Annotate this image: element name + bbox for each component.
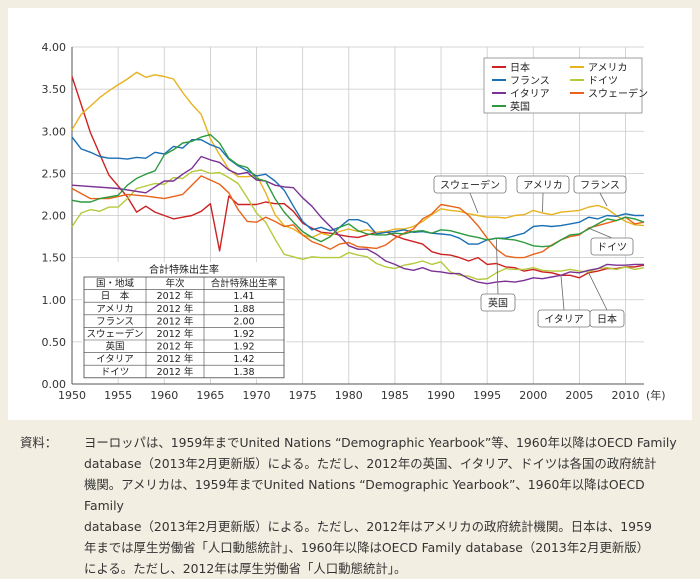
callout-text: アメリカ (523, 180, 563, 192)
table-cell: 2012 年 (157, 328, 194, 340)
x-tick-label: 1995 (473, 389, 501, 402)
table-cell: 2012 年 (157, 290, 194, 302)
callout-label: イタリア (538, 275, 590, 327)
x-tick-label: 1980 (335, 389, 363, 402)
table-header-cell: 国・地域 (96, 278, 135, 290)
source-note-line: database（2013年2月更新版）による。ただし、2012年の英国、イタリ… (84, 453, 680, 474)
x-tick-label: 2000 (519, 389, 547, 402)
table-cell: イタリア (96, 354, 134, 365)
y-tick-label: 2.50 (42, 167, 67, 180)
source-note-label: 資料： (20, 432, 84, 453)
callout-label: アメリカ (517, 176, 569, 212)
callout-text: 英国 (488, 297, 508, 310)
table-header-cell: 年次 (165, 278, 185, 290)
legend-label: ドイツ (588, 76, 618, 87)
table-cell: 2012 年 (157, 341, 194, 353)
table-cell: 1.92 (233, 329, 254, 340)
callout-text: フランス (580, 180, 620, 192)
table-cell: スウェーデン (86, 328, 143, 340)
x-tick-label: 1985 (381, 389, 409, 402)
table-cell: 1.92 (233, 342, 254, 353)
callout-pointer (600, 193, 607, 206)
x-tick-label: 2010 (612, 389, 640, 402)
callout-text: スウェーデン (440, 179, 500, 192)
callout-pointer (470, 193, 478, 213)
callout-text: 日本 (597, 313, 617, 326)
y-tick-label: 1.50 (42, 252, 67, 265)
callout-label: ドイツ (589, 228, 633, 255)
source-note-line: 年までは厚生労働省「人口動態統計」、1960年以降はOECD Family da… (84, 537, 680, 558)
y-tick-label: 3.50 (42, 83, 67, 96)
callout-pointer (589, 273, 607, 310)
x-tick-label: 1965 (196, 389, 224, 402)
table-cell: アメリカ (96, 304, 134, 315)
x-tick-label: 1990 (427, 389, 455, 402)
x-axis-unit: (年) (646, 388, 666, 402)
y-tick-label: 2.00 (42, 210, 67, 223)
x-tick-label: 1975 (289, 389, 317, 402)
y-tick-label: 4.00 (42, 41, 67, 54)
line-chart: 0.000.501.001.502.002.503.003.504.001950… (8, 8, 692, 420)
callout-label: フランス (574, 176, 626, 206)
table-cell: 英国 (105, 341, 124, 353)
legend-label: 日本 (510, 61, 530, 74)
x-tick-label: 1960 (150, 389, 178, 402)
y-tick-label: 1.00 (42, 294, 67, 307)
x-tick-label: 1950 (58, 389, 86, 402)
source-note-line: database（2013年2月更新版）による。ただし、2012年はアメリカの政… (84, 516, 680, 537)
table-cell: 2.00 (233, 316, 254, 327)
table-title: 合計特殊出生率 (149, 263, 219, 276)
x-tick-label: 1955 (104, 389, 132, 402)
source-note-line: 機関。アメリカは、1959年までUnited Nations “Demograp… (84, 474, 680, 516)
table-cell: 2012 年 (157, 353, 194, 365)
legend-label: スウェーデン (588, 87, 648, 100)
table-cell: 2012 年 (157, 366, 194, 378)
source-note-line: ヨーロッパは、1959年までUnited Nations “Demographi… (84, 432, 680, 453)
x-tick-label: 2005 (565, 389, 593, 402)
callout-pointer (589, 228, 612, 238)
source-note-line: による。ただし、2012年は厚生労働省「人口動態統計」。 (84, 558, 680, 579)
y-tick-label: 0.50 (42, 336, 67, 349)
table-cell: 1.88 (233, 304, 254, 315)
y-tick-label: 3.00 (42, 125, 67, 138)
table-cell: 1.42 (233, 354, 254, 365)
callout-label: スウェーデン (434, 176, 506, 213)
callout-text: イタリア (544, 314, 584, 326)
callout-pointer (561, 275, 564, 310)
legend-label: フランス (510, 75, 550, 87)
table-cell: フランス (96, 316, 134, 327)
table-cell: 2012 年 (157, 303, 194, 315)
x-tick-label: 1970 (243, 389, 271, 402)
legend-label: アメリカ (588, 62, 628, 74)
table-cell: 日 本 (101, 290, 130, 302)
callout-text: ドイツ (597, 243, 627, 254)
table-cell: 2012 年 (157, 315, 194, 327)
source-note-body: ヨーロッパは、1959年までUnited Nations “Demographi… (84, 432, 680, 579)
callout-pointer (496, 239, 498, 294)
legend-label: 英国 (510, 100, 530, 113)
table-cell: 1.38 (233, 367, 254, 378)
table-cell: 1.41 (233, 291, 254, 302)
legend-label: イタリア (510, 88, 550, 100)
table-header-cell: 合計特殊出生率 (211, 278, 278, 290)
table-cell: ドイツ (101, 367, 130, 378)
